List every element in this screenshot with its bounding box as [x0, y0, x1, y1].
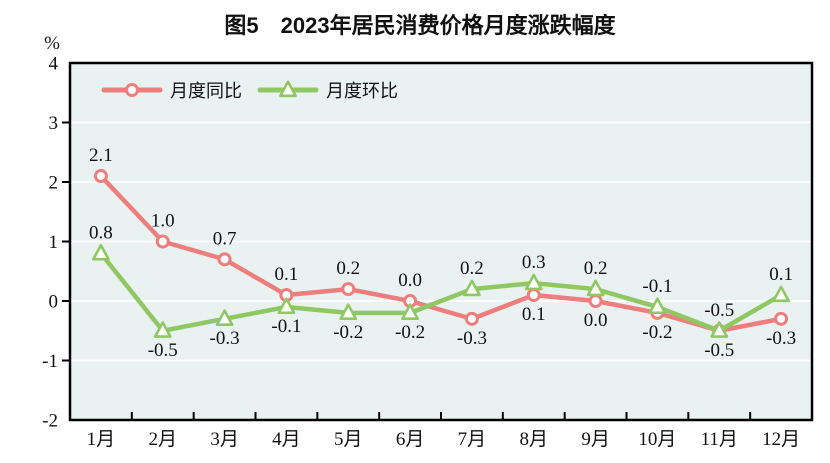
data-label-mom: -0.5 — [704, 300, 734, 321]
series-mom-triangle-marker — [215, 309, 234, 326]
series-mom-triangle-marker — [153, 321, 172, 338]
series-yoy-circle-marker — [526, 288, 541, 303]
plot-border — [68, 61, 814, 422]
legend-label-yoy: 月度同比 — [170, 81, 242, 101]
data-label-mom: 0.2 — [584, 258, 608, 279]
data-label-yoy: 0.0 — [398, 270, 422, 291]
series-mom-triangle-marker — [339, 303, 358, 320]
series-mom-triangle-marker — [463, 279, 481, 297]
x-axis-label: 11月 — [701, 429, 738, 450]
data-label-yoy: 1.0 — [151, 211, 175, 232]
series-mom-triangle-marker — [648, 297, 667, 315]
x-axis-label: 2月 — [148, 429, 177, 450]
data-label-yoy: 0.0 — [584, 310, 608, 331]
series-yoy-circle-marker — [464, 311, 479, 326]
series-mom-triangle-marker — [277, 297, 296, 315]
y-axis-unit-label: % — [44, 33, 60, 54]
data-label-yoy: -0.2 — [642, 322, 672, 343]
plot-area: 4 3 2 1 0 -1 -2 1月 2月 3月 4月 5月 6月 7月 8月 9月 10月 11月 12月 2.1 1… — [42, 54, 814, 450]
data-label-yoy: 0.1 — [275, 264, 299, 285]
x-axis-label: 9月 — [581, 429, 610, 450]
data-label-mom: -0.1 — [271, 316, 301, 337]
x-axis-label: 6月 — [396, 429, 425, 450]
series-line-mom — [98, 251, 784, 333]
x-axis-label: 1月 — [87, 429, 116, 450]
legend-yoy-circle-marker — [125, 83, 139, 97]
series-mom-triangle-marker — [524, 273, 543, 291]
x-axis-label: 10月 — [638, 429, 676, 450]
data-label-yoy: -0.5 — [704, 340, 734, 361]
series-yoy-circle-marker — [341, 282, 356, 297]
y-axis-label: 1 — [49, 232, 59, 253]
series-yoy-circle-marker — [217, 252, 232, 267]
series-mom-triangle-marker — [772, 285, 790, 303]
data-label-mom: -0.3 — [210, 328, 240, 349]
data-label-mom: 0.2 — [460, 258, 484, 279]
data-label-mom: -0.5 — [148, 340, 178, 361]
data-label-mom: -0.2 — [333, 322, 363, 343]
chart-title: 图5 2023年居民消费价格月度涨跌幅度 — [224, 13, 616, 38]
y-axis-label: 0 — [49, 292, 59, 313]
data-label-mom: 0.3 — [522, 252, 546, 273]
series-yoy-circle-marker — [155, 234, 170, 249]
series-mom-triangle-marker — [710, 321, 729, 338]
series-line-yoy — [98, 173, 784, 333]
data-label-mom: -0.2 — [395, 322, 425, 343]
series-mom-triangle-marker — [92, 243, 110, 261]
data-label-yoy: -0.3 — [766, 328, 796, 349]
x-axis-label: 3月 — [210, 429, 239, 450]
data-label-mom: 0.1 — [769, 264, 793, 285]
data-label-mom: -0.1 — [642, 276, 672, 297]
data-label-yoy: 0.2 — [336, 258, 360, 279]
data-label-yoy: 2.1 — [89, 145, 113, 166]
data-label-yoy: 0.1 — [522, 304, 546, 325]
x-axis-label: 12月 — [762, 429, 800, 450]
data-label-mom: 0.8 — [89, 222, 113, 243]
x-axis-label: 4月 — [272, 429, 301, 450]
x-axis-label: 5月 — [334, 429, 363, 450]
y-axis-label: 3 — [49, 113, 59, 134]
y-axis-label: -2 — [42, 411, 58, 432]
legend-mom-triangle-marker — [279, 80, 297, 98]
series-mom-triangle-marker — [401, 303, 419, 320]
series-yoy-circle-marker — [774, 311, 789, 326]
y-axis-label: 4 — [49, 54, 59, 75]
legend-label-mom: 月度环比 — [326, 81, 398, 101]
series-yoy-circle-marker — [588, 294, 603, 308]
y-axis-label: 2 — [49, 173, 59, 194]
series-mom-triangle-marker — [586, 279, 605, 297]
data-label-yoy: 0.7 — [213, 228, 237, 249]
x-axis-label: 7月 — [458, 429, 487, 450]
x-axis-label: 8月 — [519, 429, 548, 450]
series-yoy-circle-marker — [93, 169, 108, 184]
data-label-yoy: -0.3 — [457, 328, 487, 349]
y-axis-label: -1 — [42, 351, 58, 372]
